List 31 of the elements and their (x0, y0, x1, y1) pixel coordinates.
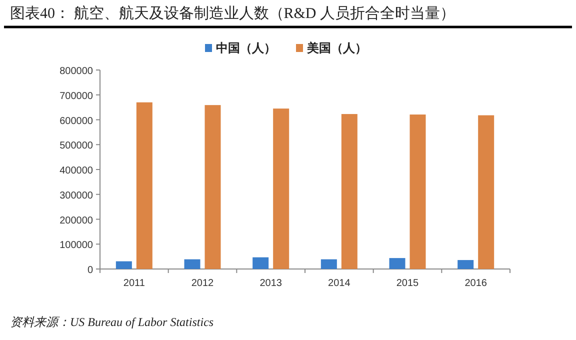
bar (320, 259, 337, 269)
bar (204, 105, 221, 269)
bar (410, 114, 426, 269)
y-tick-label: 300000 (60, 190, 94, 202)
text: 资料来源：US Bureau of Labor Statistics (10, 315, 214, 329)
y-tick-label: 700000 (60, 90, 94, 102)
legend-label: 中国（人） (216, 41, 276, 55)
bar (252, 257, 269, 269)
y-tick-label: 500000 (60, 140, 94, 152)
x-tick-label: 2011 (123, 278, 146, 289)
y-tick-label: 0 (87, 265, 94, 276)
bar (389, 258, 406, 269)
y-tick-label: 600000 (60, 116, 94, 127)
x-tick-label: 2013 (260, 278, 282, 289)
chart-title: 图表40： 航空、航天及设备制造业人数（R&D 人员折合全时当量） (10, 5, 456, 22)
bar (136, 102, 152, 269)
y-tick-label: 400000 (60, 166, 94, 176)
y-tick-label: 100000 (60, 240, 94, 252)
y-tick-label: 800000 (60, 66, 94, 77)
bar (116, 261, 132, 269)
bar (184, 259, 200, 269)
bar (341, 114, 358, 269)
x-tick-label: 2015 (396, 278, 420, 289)
y-tick-label: 200000 (60, 215, 94, 226)
bar (273, 108, 290, 269)
x-tick-label: 2012 (191, 278, 214, 289)
x-tick-label: 2016 (464, 278, 488, 289)
bar (478, 115, 494, 269)
x-tick-label: 2014 (328, 278, 351, 289)
legend-label: 美国（人） (306, 41, 367, 55)
bar (458, 260, 474, 269)
